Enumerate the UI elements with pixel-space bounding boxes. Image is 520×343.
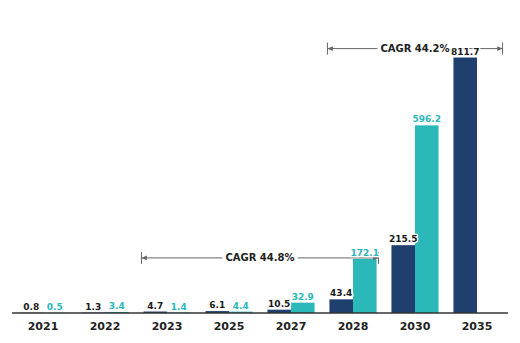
data-label: 0.5 [47, 302, 63, 312]
cagr-annotation: CAGR 44.8% [141, 251, 378, 265]
data-label: 215.5 [389, 234, 417, 244]
bar [353, 259, 377, 313]
annotation-text: CAGR 44.2% [380, 43, 449, 54]
bars [19, 58, 477, 313]
bar [329, 299, 353, 313]
data-label: 811.7 [451, 47, 479, 57]
x-tick-label: 2028 [338, 320, 369, 333]
x-tick-label: 2035 [462, 320, 493, 333]
x-axis-line [12, 312, 508, 314]
annotation-text: CAGR 44.8% [225, 252, 294, 263]
cagr-annotation: CAGR 44.2% [327, 42, 502, 56]
bar [453, 58, 477, 313]
bar [391, 245, 415, 313]
data-label: 10.5 [268, 299, 290, 309]
data-label: 0.8 [23, 302, 39, 312]
data-label: 4.4 [233, 301, 249, 311]
x-tick-label: 2022 [90, 320, 121, 333]
annotation-background [222, 251, 297, 265]
data-label: 172.1 [351, 248, 379, 258]
annotation-background [377, 42, 452, 56]
x-tick-label: 2030 [400, 320, 431, 333]
data-label: 596.2 [413, 114, 441, 124]
x-tick-label: 2027 [276, 320, 307, 333]
bar [415, 125, 439, 313]
bar [291, 303, 315, 313]
data-label: 32.9 [292, 292, 314, 302]
x-tick-label: 2025 [214, 320, 245, 333]
annotation-end-tick [141, 252, 142, 264]
annotation-end-tick [327, 43, 328, 55]
data-label: 1.3 [85, 302, 101, 312]
x-tick-label: 2021 [28, 320, 59, 333]
data-label: 6.1 [209, 300, 225, 310]
chart: 2021 2022 2023 2025 2027 2028 2030 2035 CAGR 44.… [0, 0, 520, 343]
data-label: 43.4 [330, 288, 352, 298]
data-label: 1.4 [171, 302, 187, 312]
data-label: 3.4 [109, 301, 125, 311]
annotation-end-tick [502, 43, 503, 55]
x-tick-label: 2023 [152, 320, 183, 333]
data-label: 4.7 [147, 301, 163, 311]
